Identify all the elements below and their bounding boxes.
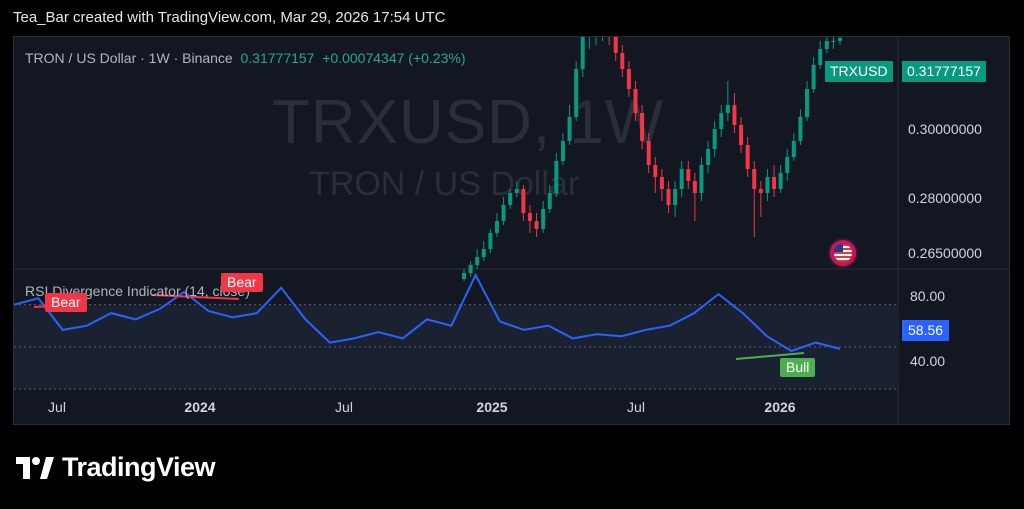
us-flag-icon[interactable]	[828, 238, 858, 268]
candle-body	[772, 177, 777, 189]
candle-body	[527, 213, 532, 221]
candle-body	[673, 189, 678, 205]
candle-body	[514, 189, 519, 193]
bull-label: Bull	[780, 358, 816, 377]
price-axis-label: 0.30000000	[908, 121, 982, 137]
candle-body	[765, 177, 770, 193]
time-axis-label: 2025	[476, 399, 508, 415]
candle-body	[488, 233, 493, 249]
candle-body	[699, 165, 704, 193]
candle-body	[719, 113, 724, 129]
watermark-name: TRON / US Dollar	[309, 165, 580, 203]
candle-body	[620, 53, 625, 69]
candle-body	[732, 105, 737, 125]
ticker-tag: TRXUSD	[825, 61, 893, 82]
time-axis-label: 2026	[764, 399, 796, 415]
candle-body	[791, 141, 796, 157]
bear-label: Bear	[45, 293, 87, 312]
rsi-line	[14, 272, 841, 353]
candle-body	[785, 157, 790, 173]
candle-body	[626, 69, 631, 89]
tradingview-wordmark: TradingView	[62, 452, 216, 482]
candle-body	[758, 189, 763, 193]
candle-body	[462, 273, 466, 279]
candle-body	[554, 161, 559, 193]
candle-body	[580, 37, 585, 69]
candle-body	[613, 37, 618, 53]
candle-body	[574, 69, 579, 117]
symbol-info: TRON / US Dollar · 1W · Binance	[25, 50, 233, 66]
candle-body	[778, 173, 783, 189]
legend-change: +0.00074347 (+0.23%)	[322, 50, 466, 66]
candle-body	[679, 169, 684, 189]
candle-body	[501, 205, 506, 221]
candle-body	[686, 169, 691, 181]
legend-price: 0.31777157	[240, 50, 315, 66]
rsi-value-tag: 58.56	[902, 320, 950, 341]
candle-body	[653, 165, 658, 177]
last-price-tag: 0.31777157	[902, 61, 986, 82]
time-axis-label: 2024	[184, 399, 216, 415]
candle-body	[633, 89, 638, 113]
bear-divergence-line-2	[151, 294, 240, 300]
rsi-axis-label: 80.00	[910, 288, 946, 304]
symbol-legend[interactable]: TRON / US Dollar · 1W · Binance 0.317771…	[25, 50, 465, 66]
candle-body	[646, 141, 651, 165]
candle-body	[805, 89, 810, 117]
candle-body	[481, 249, 486, 257]
bull-divergence-line	[735, 352, 805, 360]
chart-panel[interactable]: TRXUSD, 1W TRON / US Dollar TRON / US Do…	[13, 36, 1010, 425]
candle-body	[560, 141, 565, 161]
candle-body	[838, 37, 842, 41]
time-axis-label: Jul	[335, 399, 353, 415]
rsi-axis-label: 40.00	[910, 353, 946, 369]
candle-body	[712, 129, 717, 149]
candle-body	[725, 105, 730, 113]
tradingview-brand[interactable]: TradingView	[16, 452, 216, 486]
candle-body	[739, 125, 744, 145]
candlestick-series	[462, 37, 842, 281]
candle-body	[521, 189, 526, 213]
candle-body	[706, 149, 711, 165]
price-axis-label: 0.26500000	[908, 245, 982, 261]
tradingview-logo-icon	[16, 455, 54, 486]
candle-body	[666, 189, 671, 205]
chart-canvas[interactable]	[14, 37, 1009, 424]
candle-body	[494, 221, 499, 233]
candle-body	[547, 193, 552, 209]
candle-body	[752, 169, 757, 189]
bear-label: Bear	[221, 273, 263, 292]
chart-credit: Tea_Bar created with TradingView.com, Ma…	[13, 9, 446, 26]
candle-body	[640, 113, 645, 141]
candle-body	[534, 221, 539, 229]
candle-body	[745, 145, 750, 169]
candle-body	[824, 41, 829, 49]
candle-body	[567, 117, 572, 141]
candle-body	[692, 181, 697, 193]
candle-body	[468, 265, 473, 273]
watermark-ticker: TRXUSD, 1W	[272, 88, 665, 157]
candle-body	[818, 49, 823, 65]
candle-body	[831, 41, 836, 42]
time-axis-label: Jul	[627, 399, 645, 415]
candle-body	[659, 177, 664, 189]
candle-body	[798, 117, 803, 141]
candle-body	[541, 209, 546, 229]
candle-body	[811, 65, 816, 89]
candle-body	[475, 257, 480, 265]
time-axis-label: Jul	[48, 399, 66, 415]
price-axis-label: 0.28000000	[908, 190, 982, 206]
candle-body	[508, 193, 513, 205]
